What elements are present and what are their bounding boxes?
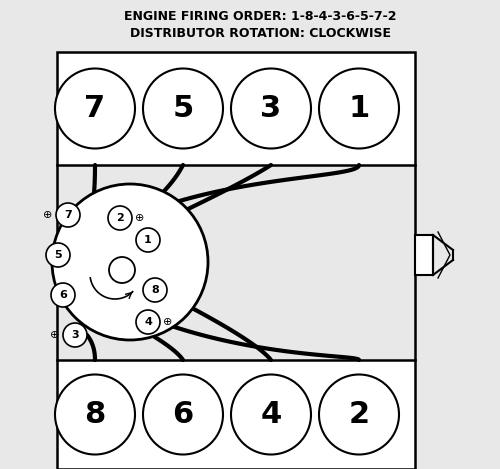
Text: ⊕: ⊕ xyxy=(163,317,172,327)
Circle shape xyxy=(63,323,87,347)
Text: ⊕: ⊕ xyxy=(50,330,59,340)
Text: 8: 8 xyxy=(84,400,105,429)
Text: 5: 5 xyxy=(172,94,194,123)
Circle shape xyxy=(55,68,135,149)
Circle shape xyxy=(231,375,311,454)
Circle shape xyxy=(143,278,167,302)
Bar xyxy=(57,52,415,165)
Circle shape xyxy=(136,228,160,252)
Bar xyxy=(57,360,415,469)
Circle shape xyxy=(52,184,208,340)
Circle shape xyxy=(231,68,311,149)
Text: 6: 6 xyxy=(172,400,194,429)
Text: 4: 4 xyxy=(260,400,281,429)
Bar xyxy=(415,235,433,275)
Text: 7: 7 xyxy=(64,210,72,220)
Circle shape xyxy=(319,375,399,454)
Text: 2: 2 xyxy=(348,400,370,429)
Text: 3: 3 xyxy=(71,330,79,340)
Circle shape xyxy=(136,310,160,334)
Circle shape xyxy=(55,375,135,454)
Circle shape xyxy=(56,203,80,227)
Circle shape xyxy=(108,206,132,230)
Text: ENGINE FIRING ORDER: 1-8-4-3-6-5-7-2: ENGINE FIRING ORDER: 1-8-4-3-6-5-7-2 xyxy=(124,10,396,23)
Circle shape xyxy=(319,68,399,149)
Circle shape xyxy=(46,243,70,267)
Text: DISTRIBUTOR ROTATION: CLOCKWISE: DISTRIBUTOR ROTATION: CLOCKWISE xyxy=(130,27,390,40)
Text: 8: 8 xyxy=(151,285,159,295)
Text: 4: 4 xyxy=(144,317,152,327)
Text: 1: 1 xyxy=(348,94,370,123)
Text: ⊕: ⊕ xyxy=(42,210,52,220)
Text: 6: 6 xyxy=(59,290,67,300)
Text: 2: 2 xyxy=(116,213,124,223)
Circle shape xyxy=(51,283,75,307)
Circle shape xyxy=(143,375,223,454)
Circle shape xyxy=(109,257,135,283)
Text: 3: 3 xyxy=(260,94,281,123)
Text: 7: 7 xyxy=(84,94,105,123)
Circle shape xyxy=(143,68,223,149)
Text: 5: 5 xyxy=(54,250,62,260)
Text: 1: 1 xyxy=(144,235,152,245)
Text: ⊕: ⊕ xyxy=(135,213,144,223)
